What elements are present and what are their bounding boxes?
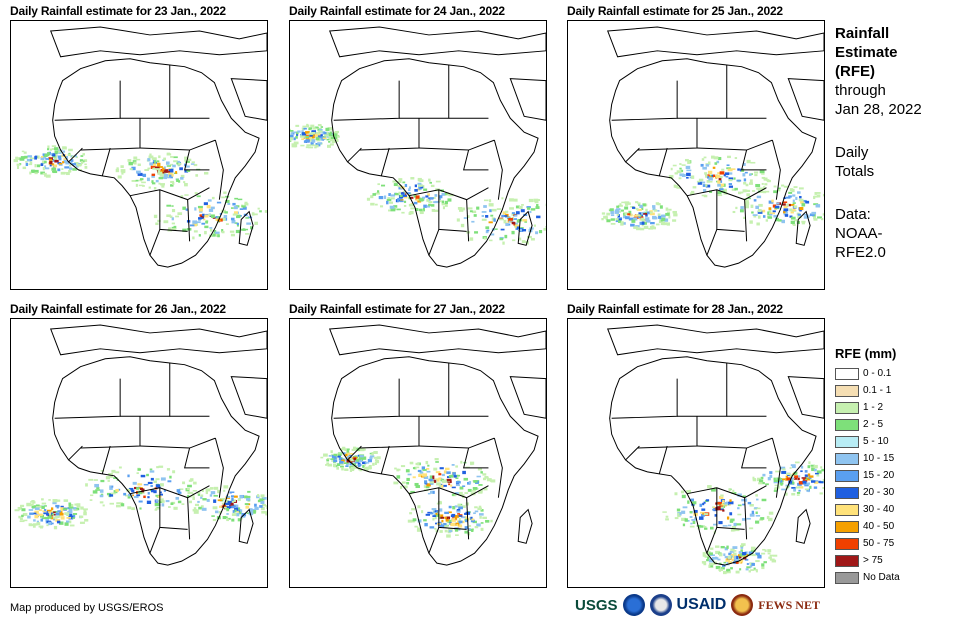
legend-label: 15 - 20 — [863, 470, 895, 481]
legend-label: No Data — [863, 572, 900, 583]
legend-item: 2 - 5 — [835, 416, 965, 433]
legend-label: 30 - 40 — [863, 504, 895, 515]
legend-swatch — [835, 537, 859, 550]
legend-swatch — [835, 367, 859, 380]
legend-item: 20 - 30 — [835, 484, 965, 501]
legend-swatch — [835, 520, 859, 533]
heading-line-3: (RFE) — [835, 63, 875, 80]
panel-title-2: Daily Rainfall estimate for 24 Jan., 202… — [289, 4, 505, 18]
legend-swatch — [835, 435, 859, 448]
legend-label: 1 - 2 — [863, 402, 884, 413]
data-line-1: Data: — [835, 206, 871, 223]
panel-title-4: Daily Rainfall estimate for 26 Jan., 202… — [10, 302, 226, 316]
legend-label: 0 - 0.1 — [863, 368, 892, 379]
noaa-logo — [622, 594, 645, 616]
panel-title-3: Daily Rainfall estimate for 25 Jan., 202… — [567, 4, 783, 18]
legend-label: 20 - 30 — [863, 487, 895, 498]
side-info: Rainfall Estimate (RFE) through Jan 28, … — [835, 24, 965, 262]
legend-item: 5 - 10 — [835, 433, 965, 450]
data-line-2: NOAA- — [835, 225, 883, 242]
legend-swatch — [835, 571, 859, 584]
legend-item: 40 - 50 — [835, 518, 965, 535]
rainfall-map-27-jan — [289, 318, 547, 588]
usgs-logo: USGS — [575, 596, 618, 614]
legend-item: 0.1 - 1 — [835, 382, 965, 399]
legend-swatch — [835, 503, 859, 516]
data-line-3: RFE2.0 — [835, 244, 886, 261]
fews-globe-icon — [731, 594, 754, 616]
legend-swatch — [835, 418, 859, 431]
legend-swatch — [835, 554, 859, 567]
dos-seal-logo — [649, 594, 672, 616]
legend-label: 5 - 10 — [863, 436, 889, 447]
legend-item: 15 - 20 — [835, 467, 965, 484]
panel-title-6: Daily Rainfall estimate for 28 Jan., 202… — [567, 302, 783, 316]
legend-item: > 75 — [835, 552, 965, 569]
legend-label: 2 - 5 — [863, 419, 884, 430]
daily-line-2: Totals — [835, 163, 875, 180]
map-credit: Map produced by USGS/EROS — [10, 602, 164, 614]
legend-label: 40 - 50 — [863, 521, 895, 532]
usaid-logo: USAID — [676, 596, 727, 613]
through-date: Jan 28, 2022 — [835, 101, 922, 118]
rainfall-map-26-jan — [10, 318, 268, 588]
fews-net-logo: FEWS NET — [758, 597, 820, 612]
agency-logos: USGS USAID FEWS NET — [575, 594, 820, 616]
legend-label: 0.1 - 1 — [863, 385, 892, 396]
legend-item: 10 - 15 — [835, 450, 965, 467]
legend-swatch — [835, 384, 859, 397]
legend-item: 50 - 75 — [835, 535, 965, 552]
panel-title-1: Daily Rainfall estimate for 23 Jan., 202… — [10, 4, 226, 18]
legend-label: 10 - 15 — [863, 453, 895, 464]
legend-label: > 75 — [863, 555, 883, 566]
legend-swatch — [835, 401, 859, 414]
heading-line-2: Estimate — [835, 44, 898, 61]
legend-label: 50 - 75 — [863, 538, 895, 549]
rainfall-map-28-jan — [567, 318, 825, 588]
legend-swatch — [835, 452, 859, 465]
rainfall-map-23-jan — [10, 20, 268, 290]
rainfall-map-25-jan — [567, 20, 825, 290]
legend-title: RFE (mm) — [835, 346, 897, 361]
legend-item: 1 - 2 — [835, 399, 965, 416]
daily-line-1: Daily — [835, 144, 869, 161]
legend-swatch — [835, 469, 859, 482]
legend-swatch — [835, 486, 859, 499]
legend-item: 0 - 0.1 — [835, 365, 965, 382]
through-text: through — [835, 82, 886, 99]
rainfall-map-24-jan — [289, 20, 547, 290]
legend-item: No Data — [835, 569, 965, 586]
heading-line-1: Rainfall — [835, 25, 890, 42]
legend-item: 30 - 40 — [835, 501, 965, 518]
rfe-legend: RFE (mm) 0 - 0.1 0.1 - 1 1 - 2 2 - 5 5 - 10 1… — [835, 346, 965, 586]
panel-title-5: Daily Rainfall estimate for 27 Jan., 202… — [289, 302, 505, 316]
